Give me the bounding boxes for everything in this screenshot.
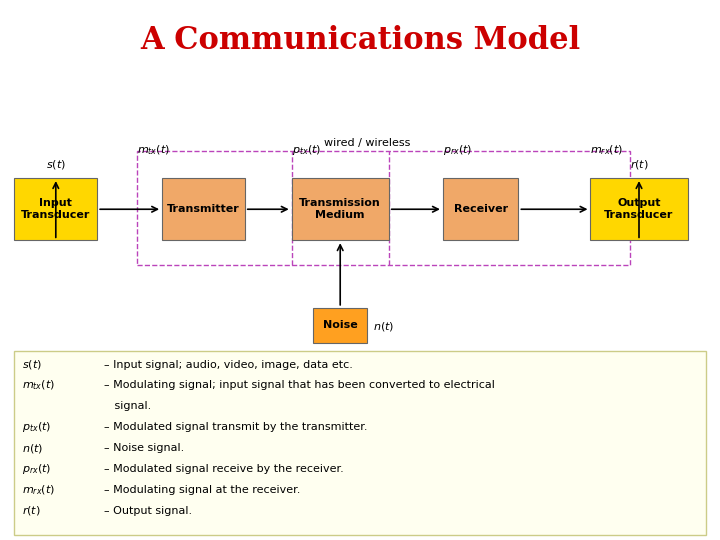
Text: $r(t)$: $r(t)$ [22,504,40,517]
Text: – Input signal; audio, video, image, data etc.: – Input signal; audio, video, image, dat… [104,360,354,369]
Text: – Noise signal.: – Noise signal. [104,443,184,453]
Text: $p_{rx}(t)$: $p_{rx}(t)$ [443,143,472,157]
Text: Input
Transducer: Input Transducer [21,198,91,220]
Text: $m_{tx}(t)$: $m_{tx}(t)$ [137,143,170,157]
Text: Transmission
Medium: Transmission Medium [300,198,381,220]
Text: $p_{tx}(t)$: $p_{tx}(t)$ [292,143,321,157]
Bar [14,351,706,535]
Text: wired / wireless: wired / wireless [324,138,410,148]
Text: Noise: Noise [323,320,358,330]
Bar [14,178,97,240]
Bar [137,151,630,265]
Text: Transmitter: Transmitter [167,204,240,214]
Text: $n(t)$: $n(t)$ [22,442,42,455]
Text: – Modulating signal; input signal that has been converted to electrical: – Modulating signal; input signal that h… [104,380,495,390]
Text: $s(t)$: $s(t)$ [46,158,66,171]
Text: $m_{rx}(t)$: $m_{rx}(t)$ [590,143,624,157]
Bar [162,178,245,240]
Bar [443,178,518,240]
Text: A Communications Model: A Communications Model [140,25,580,56]
Text: $r(t)$: $r(t)$ [630,158,648,171]
Text: $m_{rx}(t)$: $m_{rx}(t)$ [22,483,55,497]
Text: Output
Transducer: Output Transducer [604,198,674,220]
Text: $n(t)$: $n(t)$ [373,320,394,333]
Text: signal.: signal. [104,401,152,411]
Bar [313,308,367,343]
Bar [292,178,389,240]
Text: $m_{tx}(t)$: $m_{tx}(t)$ [22,379,55,392]
Text: – Output signal.: – Output signal. [104,505,192,516]
Text: – Modulated signal transmit by the transmitter.: – Modulated signal transmit by the trans… [104,422,368,432]
Text: Receiver: Receiver [454,204,508,214]
Text: – Modulating signal at the receiver.: – Modulating signal at the receiver. [104,485,301,495]
Text: – Modulated signal receive by the receiver.: – Modulated signal receive by the receiv… [104,464,344,474]
Bar [590,178,688,240]
Text: $s(t)$: $s(t)$ [22,358,42,371]
Text: $p_{rx}(t)$: $p_{rx}(t)$ [22,462,51,476]
Text: $p_{tx}(t)$: $p_{tx}(t)$ [22,420,51,434]
